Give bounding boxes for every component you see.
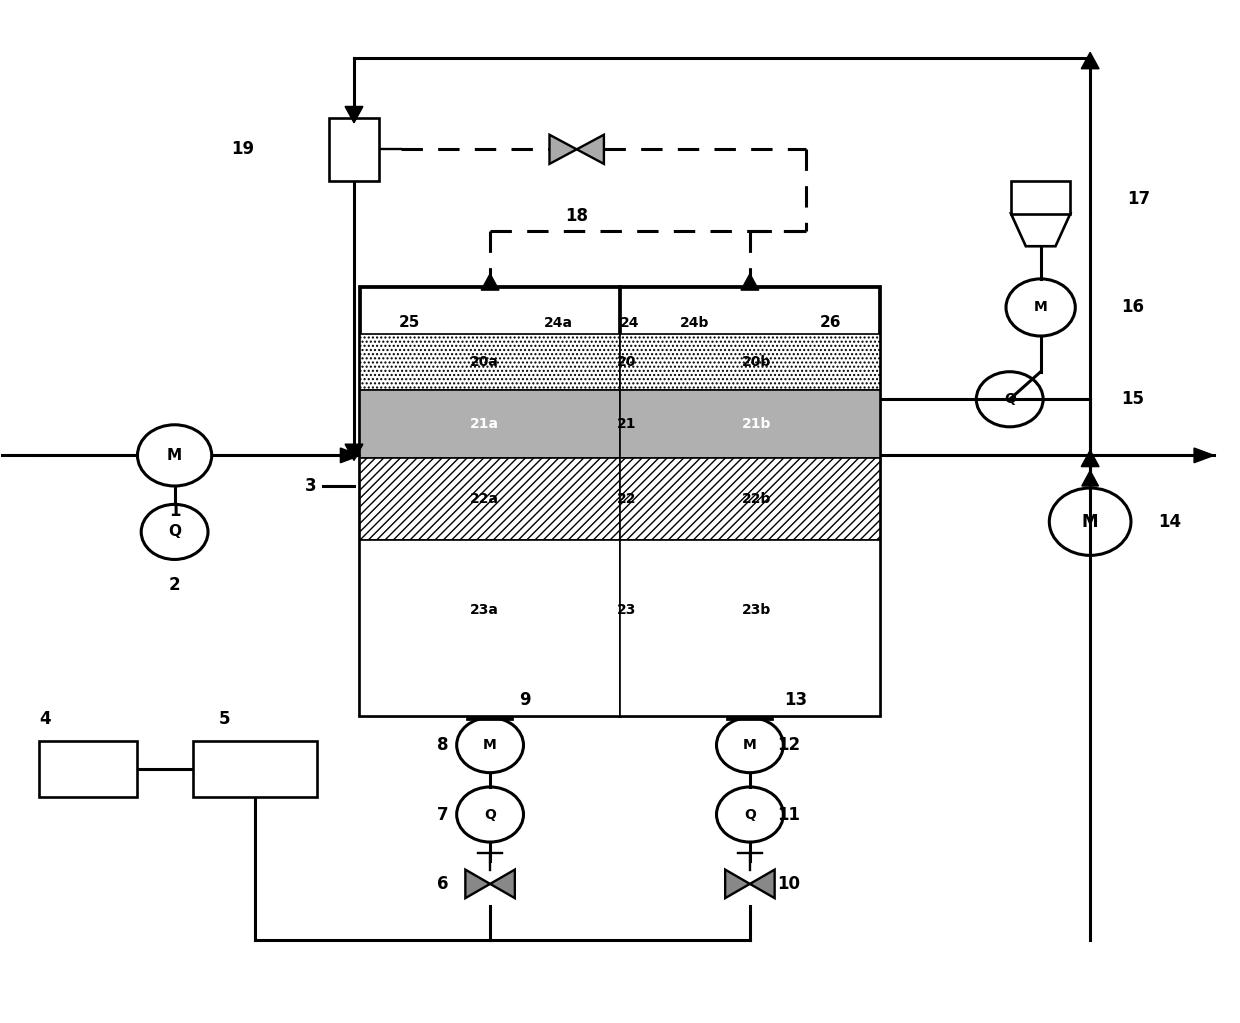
Bar (1011, 181, 1070, 214)
Text: 22b: 22b (742, 492, 771, 506)
Polygon shape (345, 106, 363, 123)
Polygon shape (577, 135, 604, 164)
Polygon shape (481, 274, 498, 291)
Bar (330, 118, 378, 181)
Text: Q: Q (1004, 392, 1016, 406)
Text: 13: 13 (785, 692, 807, 709)
Text: 21a: 21a (470, 417, 498, 431)
Text: 3: 3 (305, 477, 316, 495)
Polygon shape (1194, 448, 1214, 462)
Text: 8: 8 (438, 737, 449, 754)
Polygon shape (1081, 450, 1099, 466)
Text: 26: 26 (820, 315, 841, 330)
Text: 22: 22 (616, 492, 636, 506)
Text: 10: 10 (777, 875, 800, 893)
Bar (360, 458, 620, 540)
Text: 20a: 20a (470, 355, 498, 369)
Polygon shape (742, 274, 759, 291)
Polygon shape (1011, 214, 1070, 247)
Text: Q: Q (744, 807, 756, 821)
Text: 23b: 23b (742, 604, 771, 617)
Text: 20: 20 (616, 355, 636, 369)
Polygon shape (750, 870, 775, 898)
Bar (360, 287, 880, 715)
Text: Q: Q (169, 525, 181, 539)
Text: Q: Q (484, 807, 496, 821)
Text: M: M (1081, 513, 1099, 531)
Bar (38, 741, 138, 797)
Text: 24b: 24b (680, 316, 709, 329)
Text: 19: 19 (231, 140, 254, 159)
Text: 17: 17 (1127, 190, 1151, 209)
Polygon shape (345, 444, 363, 460)
Text: 18: 18 (565, 207, 588, 225)
Bar (360, 390, 620, 458)
Text: 14: 14 (1158, 513, 1182, 531)
Bar (193, 741, 317, 797)
Text: M: M (167, 448, 182, 462)
Text: M: M (484, 739, 497, 752)
Text: 15: 15 (1121, 391, 1145, 408)
Text: 22a: 22a (470, 492, 498, 506)
Polygon shape (725, 870, 750, 898)
Bar (620, 540, 880, 715)
Text: 6: 6 (438, 875, 449, 893)
Text: 12: 12 (777, 737, 800, 754)
Polygon shape (1081, 52, 1099, 69)
Bar (620, 390, 880, 458)
Text: M: M (743, 739, 756, 752)
Text: 9: 9 (518, 692, 531, 709)
Text: 20b: 20b (742, 355, 771, 369)
Text: 5: 5 (218, 710, 229, 727)
Text: 16: 16 (1121, 299, 1145, 316)
Polygon shape (341, 448, 360, 462)
Text: 23: 23 (616, 604, 636, 617)
Text: 11: 11 (777, 805, 800, 824)
Polygon shape (1081, 471, 1099, 486)
Bar (360, 335, 620, 390)
Polygon shape (490, 870, 515, 898)
Text: 1: 1 (169, 502, 180, 521)
Text: 2: 2 (169, 576, 180, 594)
Bar (620, 335, 880, 390)
Bar (620, 458, 880, 540)
Text: 24a: 24a (543, 316, 573, 329)
Text: M: M (1034, 301, 1048, 314)
Text: 23a: 23a (470, 604, 498, 617)
Text: 4: 4 (38, 710, 51, 727)
Text: 24: 24 (620, 316, 640, 329)
Text: 21: 21 (616, 417, 636, 431)
Polygon shape (465, 870, 490, 898)
Text: 21b: 21b (742, 417, 771, 431)
Text: 7: 7 (438, 805, 449, 824)
Polygon shape (549, 135, 577, 164)
Bar (360, 540, 620, 715)
Text: 25: 25 (399, 315, 420, 330)
